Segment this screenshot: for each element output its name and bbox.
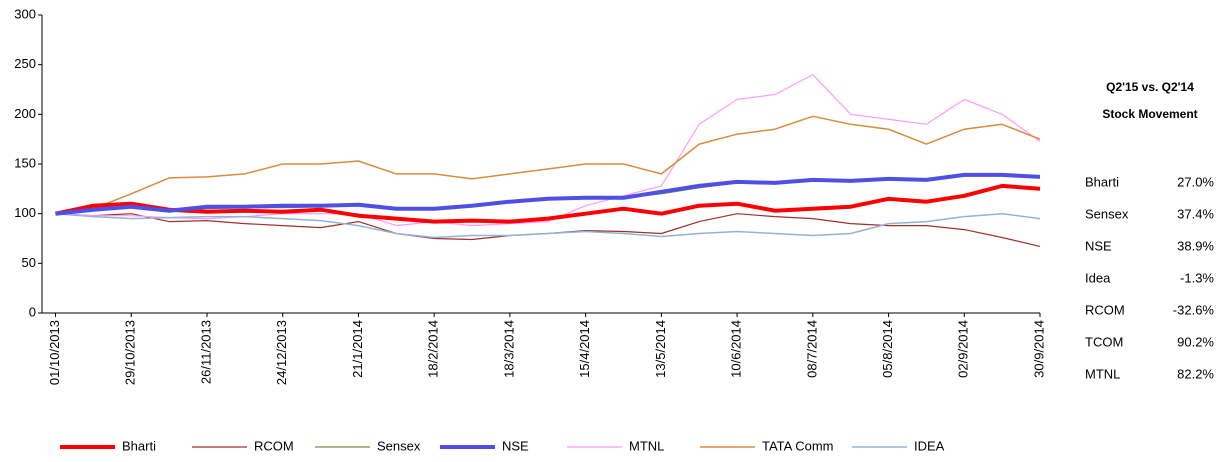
summary-name: MTNL: [1085, 366, 1120, 381]
y-tick-label: 150: [14, 155, 36, 170]
y-tick-label: 0: [29, 304, 36, 319]
legend-label: IDEA: [914, 438, 945, 453]
summary-subtitle: Stock Movement: [1102, 107, 1197, 121]
y-tick-label: 100: [14, 205, 36, 220]
x-tick-label: 21/1/2014: [350, 320, 365, 378]
x-tick-label: 08/7/2014: [804, 320, 819, 378]
legend-label: Bharti: [122, 438, 156, 453]
legend-label: RCOM: [254, 438, 294, 453]
series-line: [55, 115, 1041, 215]
x-tick-label: 29/10/2013: [123, 320, 138, 385]
x-tick-label: 05/8/2014: [880, 320, 895, 378]
summary-title: Q2'15 vs. Q2'14: [1106, 80, 1194, 94]
summary-value: 27.0%: [1177, 174, 1214, 189]
x-tick-label: 01/10/2013: [47, 320, 62, 385]
summary-name: NSE: [1085, 238, 1112, 253]
x-tick-label: 13/5/2014: [653, 320, 668, 378]
x-tick-label: 02/9/2014: [956, 320, 971, 378]
x-tick-label: 15/4/2014: [577, 320, 592, 378]
summary-name: TCOM: [1085, 334, 1123, 349]
summary-name: Idea: [1085, 270, 1111, 285]
legend-label: NSE: [502, 438, 529, 453]
y-tick-label: 200: [14, 106, 36, 121]
summary-value: 90.2%: [1177, 334, 1214, 349]
summary-name: Bharti: [1085, 174, 1119, 189]
summary-name: RCOM: [1085, 302, 1125, 317]
series-line: [55, 172, 1041, 216]
legend-label: MTNL: [629, 438, 664, 453]
summary-value: 38.9%: [1177, 238, 1214, 253]
x-tick-label: 10/6/2014: [729, 320, 744, 378]
summary-value: -32.6%: [1173, 302, 1215, 317]
x-tick-label: 18/3/2014: [501, 320, 516, 378]
series-line: [55, 183, 1041, 224]
y-tick-label: 50: [22, 255, 36, 270]
summary-value: 37.4%: [1177, 206, 1214, 221]
series-line: [55, 73, 1041, 227]
summary-value: 82.2%: [1177, 366, 1214, 381]
y-tick-label: 250: [14, 56, 36, 71]
summary-value: -1.3%: [1180, 270, 1214, 285]
x-tick-label: 24/12/2013: [274, 320, 289, 385]
summary-name: Sensex: [1085, 206, 1129, 221]
x-tick-label: 18/2/2014: [426, 320, 441, 378]
legend-label: TATA Comm: [762, 438, 834, 453]
legend-label: Sensex: [377, 438, 421, 453]
x-tick-label: 26/11/2013: [198, 320, 213, 384]
y-tick-label: 300: [14, 6, 36, 21]
x-tick-label: 30/9/2014: [1031, 320, 1046, 378]
series-line: [55, 212, 1041, 239]
